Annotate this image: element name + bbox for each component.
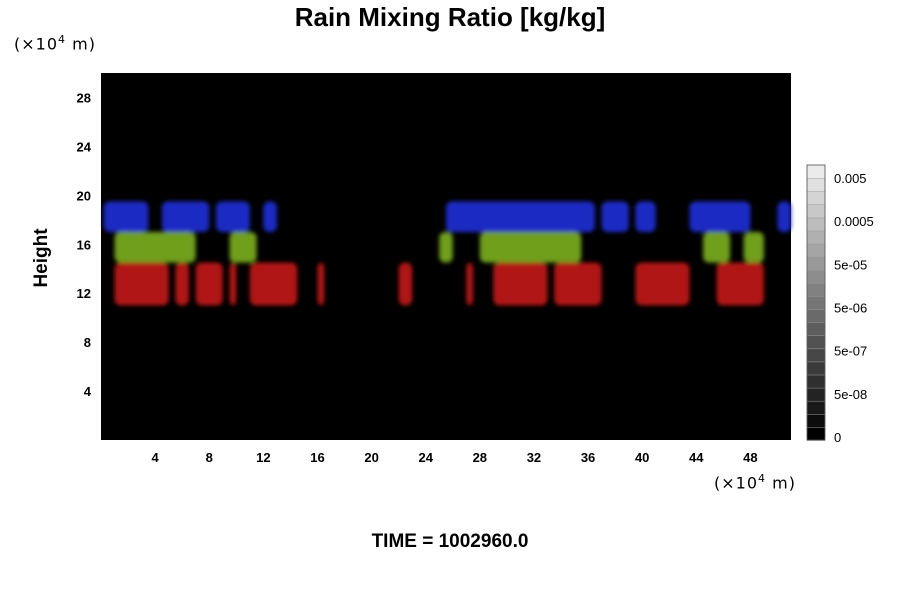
red-region xyxy=(249,262,298,306)
y-tick-label: 28 xyxy=(77,90,91,105)
colorbar-swatch xyxy=(806,348,826,363)
colorbar-swatch xyxy=(806,269,826,284)
y-tick-label: 24 xyxy=(77,139,92,154)
x-axis-unit: (×104 m) xyxy=(714,472,796,493)
x-tick-label: 24 xyxy=(418,450,433,465)
blue-region xyxy=(635,201,656,233)
colorbar-swatch xyxy=(806,387,826,402)
colorbar-label: 5e-05 xyxy=(834,257,867,272)
green-region xyxy=(439,232,453,263)
colorbar-swatch xyxy=(806,334,826,350)
y-tick-label: 12 xyxy=(77,286,91,301)
colorbar-label: 5e-07 xyxy=(834,344,867,359)
colorbar-frame xyxy=(806,164,826,441)
colorbar-swatch xyxy=(806,295,826,310)
green-region xyxy=(229,232,257,263)
blue-region xyxy=(263,201,277,233)
colorbar-swatch xyxy=(806,426,826,441)
colorbar-swatch xyxy=(806,361,826,376)
green-region xyxy=(114,232,196,263)
x-tick-label: 12 xyxy=(256,450,270,465)
colorbar-swatch xyxy=(806,400,826,415)
colorbar-label: 5e-08 xyxy=(834,387,867,402)
colorbar-swatch xyxy=(806,321,826,336)
red-region xyxy=(466,262,474,306)
green-region xyxy=(479,232,582,263)
colorbar-swatch xyxy=(806,243,826,258)
red-region xyxy=(635,262,690,306)
blue-region xyxy=(777,201,791,233)
blue-region xyxy=(103,201,149,233)
x-tick-label: 16 xyxy=(310,450,324,465)
y-tick-label: 16 xyxy=(77,237,91,252)
red-region xyxy=(493,262,548,306)
colorbar-swatch xyxy=(806,204,826,219)
green-region xyxy=(703,232,731,263)
data-bands xyxy=(103,201,791,306)
x-tick-label: 20 xyxy=(364,450,378,465)
colorbar-swatch xyxy=(806,177,826,192)
chart-title: Rain Mixing Ratio [kg/kg] xyxy=(294,2,606,32)
x-tick-label: 44 xyxy=(689,450,704,465)
x-tick-label: 8 xyxy=(206,450,213,465)
x-axis-ticks: 4 8 12 16 20 24 28 32 36 40 44 48 xyxy=(152,450,758,465)
y-tick-label: 8 xyxy=(84,335,91,350)
x-tick-label: 40 xyxy=(635,450,649,465)
y-axis-ticks: 4 8 12 16 20 24 28 xyxy=(77,90,92,399)
colorbar-swatch xyxy=(806,282,826,297)
x-tick-label: 36 xyxy=(581,450,595,465)
blue-region xyxy=(161,201,210,233)
y-tick-label: 4 xyxy=(84,384,92,399)
red-region xyxy=(114,262,169,306)
green-region xyxy=(743,232,764,263)
red-region xyxy=(716,262,764,306)
x-tick-label: 48 xyxy=(743,450,757,465)
y-tick-label: 20 xyxy=(77,188,91,203)
colorbar-label: 5e-06 xyxy=(834,301,867,316)
x-tick-label: 32 xyxy=(527,450,541,465)
blue-region xyxy=(446,201,595,233)
red-region xyxy=(229,262,237,306)
x-tick-label: 4 xyxy=(152,450,160,465)
colorbar-swatch xyxy=(806,190,826,206)
colorbar-swatch xyxy=(806,413,826,428)
colorbar-swatch xyxy=(806,217,826,232)
colorbar-swatch xyxy=(806,256,826,271)
colorbar-swatch xyxy=(806,308,826,323)
colorbar-swatch xyxy=(806,164,826,179)
colorbar-swatch xyxy=(806,230,826,245)
x-tick-label: 28 xyxy=(473,450,487,465)
colorbar: 0.005 0.0005 5e-05 5e-06 5e-07 5e-08 0 xyxy=(806,164,874,445)
colorbar-swatch xyxy=(806,374,826,389)
colorbar-label: 0.005 xyxy=(834,171,867,186)
red-region xyxy=(195,262,223,306)
colorbar-label: 0 xyxy=(834,430,841,445)
blue-region xyxy=(689,201,751,233)
y-axis-unit: (×104 m) xyxy=(14,33,96,54)
red-region xyxy=(317,262,325,306)
time-readout: TIME = 1002960.0 xyxy=(371,531,529,552)
red-region xyxy=(175,262,189,306)
red-region xyxy=(398,262,413,306)
red-region xyxy=(554,262,602,306)
blue-region xyxy=(216,201,250,233)
blue-region xyxy=(601,201,629,233)
colorbar-label: 0.0005 xyxy=(834,214,874,229)
